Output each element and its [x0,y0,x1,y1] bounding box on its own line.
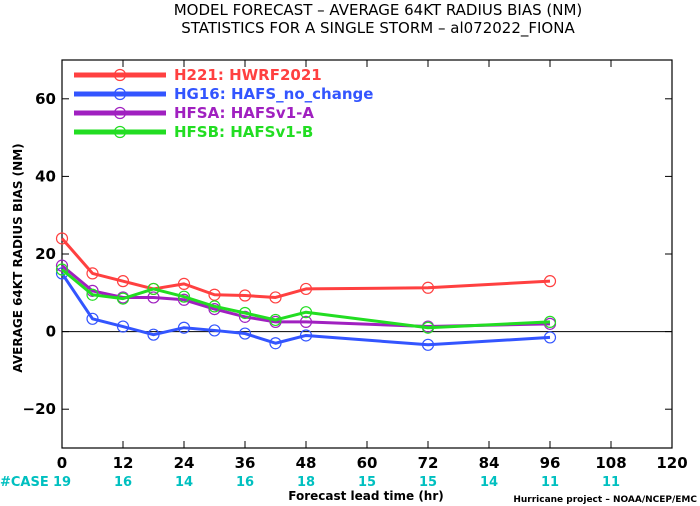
x-tick-label: 60 [357,454,378,472]
chart-subtitle: STATISTICS FOR A SINGLE STORM – al072022… [181,19,575,38]
y-tick-label: 20 [35,245,56,263]
data-point [86,312,99,325]
data-point [421,338,435,351]
chart-title: MODEL FORECAST – AVERAGE 64KT RADIUS BIA… [174,1,583,19]
legend-label: HG16: HAFS_no_change [174,85,373,103]
x-axis-label: Forecast lead time (hr) [288,489,444,503]
data-point [116,292,130,305]
series-line [60,237,551,299]
data-point [177,277,191,290]
legend-marker [113,68,127,82]
data-point [147,291,160,304]
legend-entry: H221: HWRF2021 [74,66,322,84]
data-point [116,275,130,288]
case-count: 16 [236,475,254,490]
credit-text: Hurricane project – NOAA/NCEP/EMC [513,495,697,505]
data-point [208,300,221,313]
y-tick-label: 60 [35,90,56,108]
series-layer [55,232,557,351]
series-hfsb [55,263,557,334]
data-point [177,321,191,334]
series-hg16 [55,267,557,351]
x-tick-label: 120 [656,454,687,472]
data-point [421,281,435,294]
data-point [299,329,313,342]
y-tick-label: −20 [23,400,56,418]
legend-marker [113,87,127,101]
case-label: #CASE [0,475,49,490]
data-point [269,291,282,304]
plot-border [61,59,673,449]
legend-entry: HFSB: HAFSv1-B [74,123,313,141]
data-point [238,310,252,323]
data-point [238,327,252,340]
data-point [208,324,221,337]
case-count: 15 [358,475,376,490]
x-tick-label: 84 [479,454,500,472]
x-tick-label: 48 [296,454,317,472]
case-counts: #CASE 19 16 14 16 18 15 15 14 11 11 [0,475,620,490]
case-count: 11 [602,475,620,490]
data-point [86,288,99,301]
x-tick-label: 0 [57,454,67,472]
legend-label: HFSB: HAFSv1-B [174,123,313,141]
data-point [116,320,130,333]
data-point [55,263,69,276]
data-point [543,331,557,344]
y-tick-label: 40 [35,167,56,185]
series-h221 [55,232,557,304]
x-tick-label: 96 [540,454,561,472]
x-tick-label: 36 [235,454,256,472]
y-axis-label: AVERAGE 64KT RADIUS BIAS (NM) [11,143,25,372]
legend-entry: HG16: HAFS_no_change [74,85,373,103]
data-point [238,306,252,320]
data-point [86,267,99,280]
legend-label: H221: HWRF2021 [174,66,322,84]
data-point [299,306,313,319]
x-tick-label: 12 [113,454,134,472]
legend-entry: HFSA: HAFSv1-A [74,104,314,122]
x-tick-label: 72 [418,454,439,472]
x-tick-label: 108 [595,454,626,472]
data-point [147,282,160,296]
y-tick-label: 0 [46,323,56,341]
case-count: 14 [480,475,498,490]
series-line [61,264,551,329]
legend-label: HFSA: HAFSv1-A [174,104,314,122]
data-point [55,232,69,245]
case-count: 16 [114,475,132,490]
data-point [269,313,282,327]
data-point [269,337,282,350]
data-point [147,328,160,341]
legend-marker [113,106,127,120]
data-point [421,321,435,334]
case-count: 15 [419,475,437,490]
case-count: 11 [541,475,559,490]
data-point [299,282,313,296]
data-point [177,290,191,303]
data-point [208,288,221,301]
x-tick-label: 24 [174,454,195,472]
case-count: 19 [53,475,71,490]
series-line [61,268,551,330]
case-count: 14 [175,475,193,490]
plot-area [61,59,673,449]
axis-ticks: 0 12 24 36 48 60 72 84 96 108 120 −20 0 20 40 60 [23,60,688,472]
data-point [238,289,252,302]
series-line [60,272,551,347]
legend-marker [113,125,127,139]
data-point [299,315,313,328]
data-point [543,275,557,288]
data-point [543,315,557,328]
case-count: 18 [297,475,315,490]
